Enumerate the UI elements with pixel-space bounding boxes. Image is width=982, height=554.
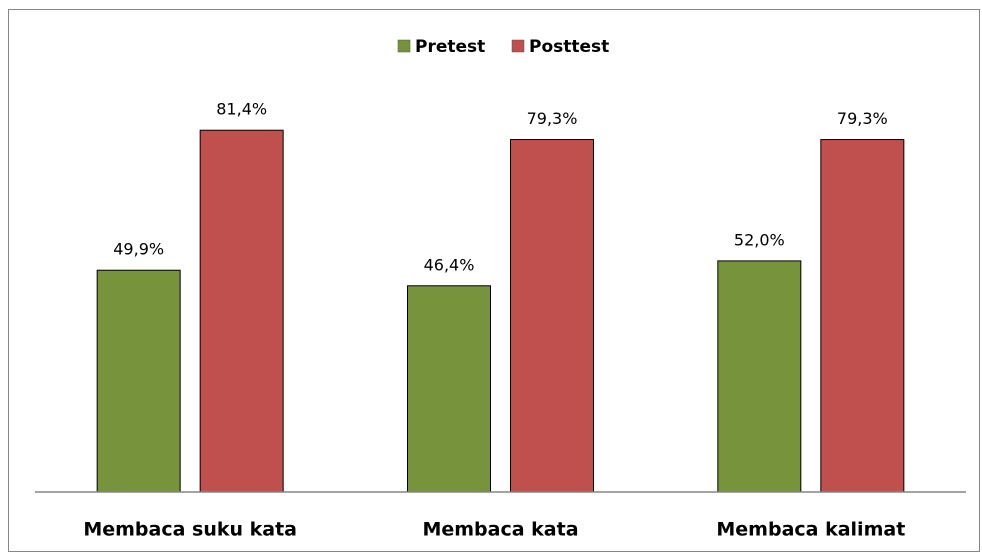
data-label: 46,4% [424, 255, 475, 274]
bar [820, 139, 905, 493]
legend-label: Pretest [415, 37, 485, 57]
data-label: 79,3% [527, 109, 578, 128]
bar [407, 285, 491, 493]
data-label: 52,0% [734, 230, 785, 249]
bar [510, 139, 594, 493]
bar [717, 260, 802, 493]
legend-swatch [511, 39, 525, 53]
bar [96, 269, 181, 493]
data-label: 81,4% [216, 100, 267, 119]
legend-swatch [397, 39, 411, 53]
bar [199, 129, 284, 493]
data-label: 49,9% [113, 240, 164, 259]
x-tick-label: Membaca kalimat [716, 519, 905, 541]
legend-label: Posttest [529, 37, 609, 57]
x-tick-label: Membaca suku kata [83, 519, 297, 541]
data-label: 79,3% [837, 109, 888, 128]
x-tick-label: Membaca kata [422, 519, 578, 541]
